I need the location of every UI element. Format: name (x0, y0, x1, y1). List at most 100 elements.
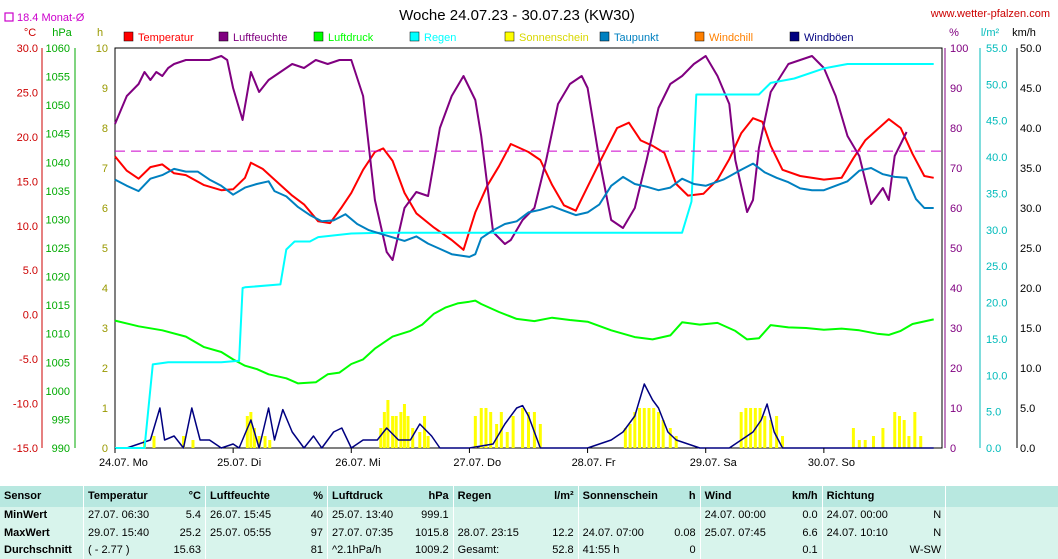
x-tick-label: 28.07. Fr (572, 457, 616, 469)
axis-tick-rain: 5.0 (986, 407, 1001, 419)
axis-unit-press: hPa (52, 27, 72, 39)
legend-swatch (218, 31, 229, 42)
sunshine-bar (411, 428, 415, 448)
sunshine-bar (674, 436, 678, 448)
axis-tick-temp: 5.0 (23, 265, 38, 277)
sunshine-bar (505, 432, 509, 448)
axis-unit-hum: % (949, 27, 959, 39)
stats-row-min: MinWert 27.07. 06:30 5.4 26.07. 15:45 40… (0, 506, 1058, 525)
axis-tick-press: 1005 (46, 357, 70, 369)
sunshine-bar (527, 412, 530, 448)
watermark-link[interactable]: www.wetter-pfalzen.com (930, 8, 1050, 20)
legend-label: Windchill (709, 32, 753, 44)
header-hum-unit: % (289, 486, 328, 507)
sunshine-bar (739, 412, 743, 448)
axis-unit-temp: °C (24, 27, 36, 39)
axis-tick-wind: 0.0 (1020, 443, 1035, 455)
sunshine-bar (656, 412, 660, 448)
axis-tick-temp: 0.0 (23, 310, 38, 322)
axis-tick-temp: 25.0 (17, 87, 38, 99)
axis-units: °C hPa h% l/m² km/h (24, 27, 1036, 39)
axis-tick-sun: 2 (102, 363, 108, 375)
sunshine-bar (423, 416, 427, 448)
chart-title: Woche 24.07.23 - 30.07.23 (KW30) (399, 7, 635, 24)
header-rain-unit: l/m² (539, 486, 579, 507)
header-press: Luftdruck (327, 486, 411, 507)
stats-header-row: Sensor Temperatur °C Luftfeuchte % Luftd… (0, 486, 1058, 507)
sunshine-bar (893, 412, 897, 448)
sunshine-bar (642, 408, 646, 448)
axis-tick-press: 1010 (46, 329, 70, 341)
legend-swatch (409, 31, 420, 42)
legend-swatch (789, 31, 800, 42)
sunshine-bar (391, 416, 395, 448)
axis-unit-sun: h (97, 27, 103, 39)
axis-tick-sun: 4 (102, 283, 108, 295)
axis-tick-press: 1025 (46, 243, 70, 255)
axis-tick-press: 1060 (46, 43, 70, 55)
statistics-table: Sensor Temperatur °C Luftfeuchte % Luftd… (0, 486, 1058, 559)
plot-area (114, 47, 943, 449)
sunshine-bar (394, 416, 398, 448)
legend-label: Windböen (804, 32, 854, 44)
axis-tick-sun: 10 (96, 43, 108, 55)
axis-tick-hum: 20 (950, 363, 962, 375)
axis-tick-sun: 0 (102, 443, 108, 455)
stats-row-avg: Durchschnitt ( - 2.77 ) 15.63 81 ^2.1hPa… (0, 541, 1058, 559)
sunshine-bar (863, 440, 867, 448)
stats-row-max: MaxWert 29.07. 15:40 25.2 25.07. 05:55 9… (0, 524, 1058, 542)
series-line-regen (115, 63, 934, 449)
header-temp-unit: °C (167, 486, 206, 507)
axis-tick-press: 1040 (46, 157, 70, 169)
axis-tick-press: 990 (52, 443, 70, 455)
legend-label: Sonnenschein (519, 32, 589, 44)
sunshine-bar (633, 412, 637, 448)
legend-swatch (504, 31, 515, 42)
monat-marker-icon (4, 12, 14, 22)
axis-tick-hum: 0 (950, 443, 956, 455)
axis-tick-rain: 25.0 (986, 261, 1007, 273)
axis-tick-wind: 10.0 (1020, 363, 1041, 375)
axis-tick-press: 1020 (46, 272, 70, 284)
sunshine-bar (638, 408, 642, 448)
axis-tick-press: 1015 (46, 300, 70, 312)
header-wind: Wind (699, 486, 784, 507)
axis-tick-press: 1050 (46, 100, 70, 112)
sunshine-bar (881, 428, 885, 448)
row-label: MinWert (4, 509, 48, 522)
axis-tick-hum: 30 (950, 323, 962, 335)
axis-tick-rain: 15.0 (986, 334, 1007, 346)
axis-tick-rain: 0.0 (986, 443, 1001, 455)
axis-tick-wind: 40.0 (1020, 123, 1041, 135)
sunshine-bar (484, 408, 488, 448)
weather-chart: Woche 24.07.23 - 30.07.23 (KW30) www.wet… (4, 7, 1050, 469)
series-line-windboeen (115, 383, 934, 449)
x-tick-label: 30.07. So (808, 457, 855, 469)
legend: Temperatur Luftfeuchte Luftdruck Regen Sonne… (123, 31, 854, 44)
sunshine-bar (473, 416, 477, 448)
axis-tick-sun: 9 (102, 83, 108, 95)
sunshine-bar (521, 408, 525, 448)
axis-tick-hum: 50 (950, 243, 962, 255)
sunshine-bar (775, 416, 779, 448)
left-axes: 30.025.020.015.010.05.00.0-5.0-10.0-15.0… (13, 43, 1018, 455)
legend-label: Regen (424, 32, 456, 44)
axis-tick-hum: 40 (950, 283, 962, 295)
series-lines (114, 55, 934, 449)
axis-tick-rain: 30.0 (986, 225, 1007, 237)
sunshine-bar (857, 440, 861, 448)
axis-tick-rain: 10.0 (986, 370, 1007, 382)
sunshine-bar (257, 436, 261, 448)
axis-tick-press: 995 (52, 414, 70, 426)
axis-tick-hum: 80 (950, 123, 962, 135)
axis-tick-press: 1035 (46, 186, 70, 198)
legend-swatch (694, 31, 705, 42)
axis-tick-press: 1000 (46, 386, 70, 398)
axis-tick-temp: -5.0 (19, 354, 38, 366)
axis-tick-hum: 100 (950, 43, 968, 55)
x-tick-label: 25.07. Di (217, 457, 261, 469)
header-rain: Regen (452, 486, 540, 507)
x-tick-label: 29.07. Sa (690, 457, 738, 469)
sunshine-bar (668, 428, 672, 448)
axis-tick-rain: 50.0 (986, 79, 1007, 91)
